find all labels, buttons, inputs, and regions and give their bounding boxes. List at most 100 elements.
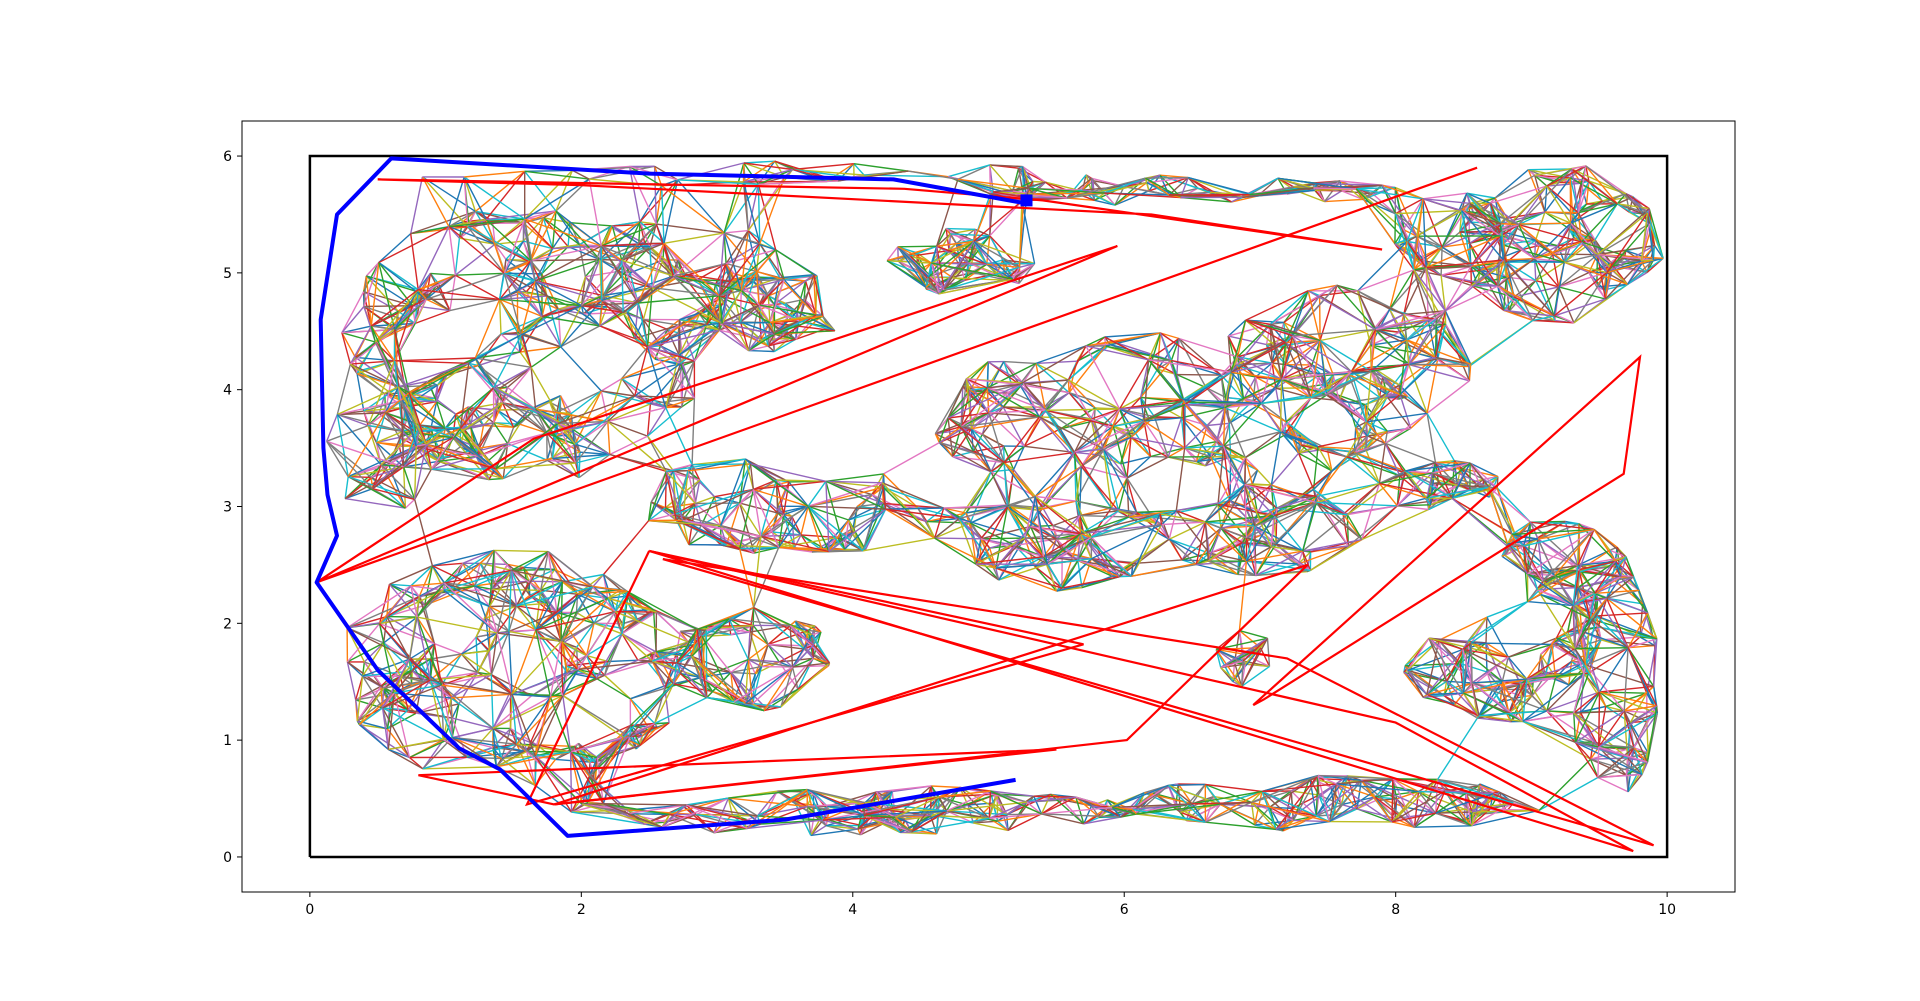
roadmap-edge <box>601 390 635 397</box>
roadmap-edge <box>601 245 674 277</box>
roadmap-edge <box>579 451 610 456</box>
roadmap-edge <box>1066 177 1093 199</box>
roadmap-edge <box>673 275 720 297</box>
roadmap-edge <box>813 274 824 317</box>
roadmap-edge <box>973 235 991 243</box>
roadmap-edge <box>897 246 940 295</box>
roadmap-edge <box>599 258 619 272</box>
roadmap-edge <box>380 464 407 509</box>
roadmap-edge <box>388 464 407 509</box>
roadmap-edge <box>372 445 417 490</box>
roadmap-edge <box>534 280 582 307</box>
roadmap-edge <box>502 457 553 480</box>
roadmap-edge <box>661 185 725 234</box>
roadmap-edge <box>747 169 794 232</box>
roadmap-edge <box>647 346 681 365</box>
roadmap-edge <box>500 333 521 353</box>
roadmap-edge <box>435 401 446 429</box>
roadmap-edge <box>622 312 636 339</box>
roadmap-edge <box>402 466 407 509</box>
roadmap-edge <box>936 245 969 264</box>
roadmap-edge <box>530 346 562 368</box>
roadmap-edge <box>957 164 991 180</box>
roadmap-edge <box>371 464 382 489</box>
roadmap-edge <box>519 423 548 434</box>
roadmap-edge <box>928 240 975 278</box>
roadmap-edge <box>530 245 602 262</box>
roadmap-edge <box>499 298 582 307</box>
roadmap-edge <box>621 242 665 261</box>
roadmap-edge <box>629 259 664 274</box>
roadmap-edge <box>792 163 854 171</box>
roadmap-edge <box>448 226 456 276</box>
roadmap-edge <box>678 324 708 356</box>
roadmap-edge <box>601 390 651 405</box>
roadmap-edge <box>743 162 793 171</box>
roadmap-edge <box>542 217 580 246</box>
roadmap-edge <box>493 387 559 425</box>
roadmap-edge <box>621 354 680 380</box>
roadmap-edge <box>560 346 602 392</box>
roadmap-edge <box>758 304 816 316</box>
roadmap-edge <box>634 395 666 409</box>
roadmap-edge <box>341 306 365 334</box>
roadmap-edge <box>363 305 416 325</box>
roadmap-edge <box>410 176 424 234</box>
roadmap-edge <box>498 273 506 300</box>
roadmap-edge <box>600 259 623 301</box>
roadmap-edge <box>989 164 1023 168</box>
roadmap-edge <box>938 278 1013 295</box>
roadmap-edge <box>431 468 489 481</box>
roadmap-edge <box>535 408 608 423</box>
roadmap-edge <box>580 305 601 327</box>
roadmap-edge <box>341 325 372 334</box>
roadmap-edge <box>546 432 554 459</box>
roadmap-edge <box>1408 363 1471 366</box>
roadmap-edge <box>474 210 487 221</box>
roadmap-edge <box>448 225 496 245</box>
roadmap-edge <box>558 308 601 327</box>
roadmap-edge <box>341 332 352 365</box>
roadmap-edge <box>444 387 494 430</box>
roadmap-edge <box>326 440 349 477</box>
roadmap-edge <box>774 315 824 335</box>
roadmap-edge <box>474 211 496 245</box>
roadmap-edge <box>370 476 416 501</box>
roadmap-edge <box>646 346 667 408</box>
roadmap-edge <box>931 262 953 278</box>
roadmap-edge <box>622 275 674 314</box>
roadmap-edge <box>747 230 777 251</box>
roadmap-edge <box>679 319 723 324</box>
roadmap-edge <box>723 232 742 291</box>
roadmap-edge <box>634 363 681 397</box>
roadmap-edge <box>370 477 374 489</box>
roadmap-edge <box>496 409 515 428</box>
roadmap-edge <box>925 286 940 295</box>
roadmap-edge <box>469 407 475 427</box>
roadmap-edge <box>370 289 419 327</box>
roadmap-edge <box>403 460 439 468</box>
roadmap-edge <box>499 299 522 336</box>
roadmap-edge <box>719 322 749 352</box>
roadmap-edge <box>464 170 525 178</box>
roadmap-edge <box>950 233 990 237</box>
roadmap-edge <box>541 315 600 327</box>
roadmap-edge <box>600 378 623 392</box>
roadmap-edge <box>485 218 532 262</box>
roadmap-edge <box>400 392 410 401</box>
roadmap-edge <box>467 226 532 262</box>
roadmap-edge <box>380 464 416 500</box>
roadmap-edge <box>968 262 1007 281</box>
roadmap-edge <box>468 362 504 404</box>
roadmap-edge <box>326 414 338 442</box>
roadmap-edge <box>1180 196 1232 203</box>
roadmap-edge <box>621 259 674 277</box>
roadmap-edge <box>629 165 662 187</box>
roadmap-edge <box>552 245 602 250</box>
roadmap-edge <box>957 178 1029 189</box>
roadmap-edge <box>927 262 933 278</box>
roadmap-edge <box>936 233 951 247</box>
roadmap-edge <box>344 476 349 499</box>
roadmap-edge <box>634 346 649 397</box>
